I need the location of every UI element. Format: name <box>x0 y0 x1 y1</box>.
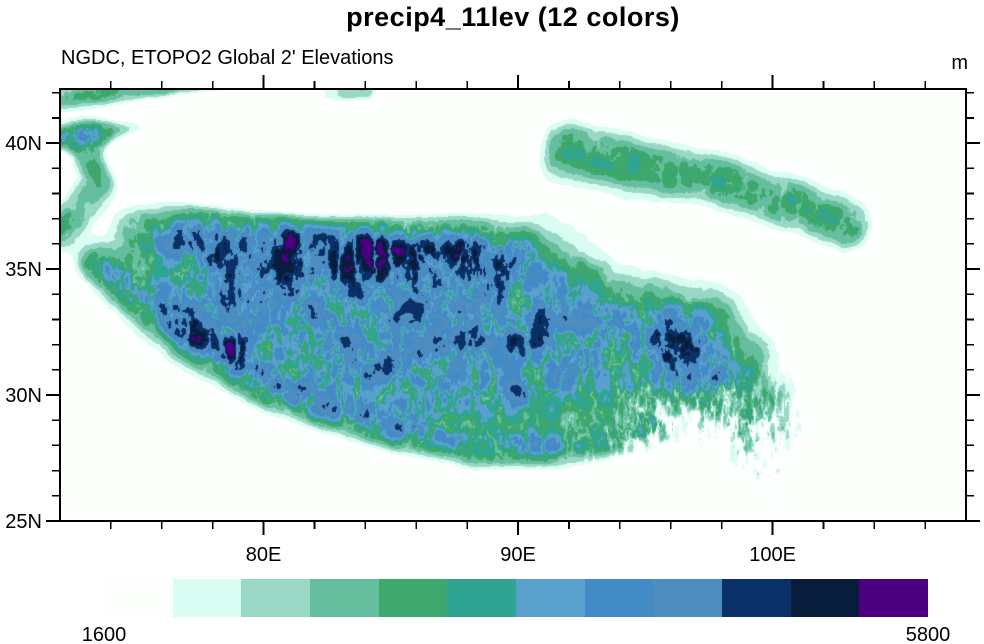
colorbar-swatch-6 <box>447 579 517 617</box>
colorbar-swatch-4 <box>310 579 379 617</box>
colorbar <box>104 579 929 617</box>
y-axis-label: 35N <box>5 259 42 281</box>
colorbar-swatch-7 <box>516 579 585 617</box>
elevation-map-canvas <box>60 89 966 521</box>
colorbar-swatch-5 <box>378 579 448 617</box>
y-axis-label: 25N <box>5 511 42 533</box>
colorbar-swatch-10 <box>722 579 791 617</box>
colorbar-max-label: 5800 <box>905 624 951 644</box>
plot-subtitle: NGDC, ETOPO2 Global 2' Elevations <box>61 47 394 69</box>
map-frame <box>59 88 967 522</box>
colorbar-swatch-3 <box>241 579 311 617</box>
colorbar-min-label: 1600 <box>81 624 127 644</box>
colorbar-swatch-2 <box>172 579 242 617</box>
colorbar-swatch-9 <box>653 579 723 617</box>
colorbar-swatch-11 <box>790 579 860 617</box>
y-axis-label: 30N <box>5 385 42 407</box>
units-label: m <box>951 52 968 74</box>
x-axis-label: 80E <box>246 544 282 566</box>
plot-title: precip4_11lev (12 colors) <box>346 2 680 32</box>
colorbar-swatch-12 <box>859 579 929 617</box>
x-axis-label: 90E <box>500 544 536 566</box>
colorbar-swatch-1 <box>104 579 173 617</box>
colorbar-swatch-8 <box>584 579 654 617</box>
x-axis-label: 100E <box>749 544 796 566</box>
y-axis-label: 40N <box>5 133 42 155</box>
